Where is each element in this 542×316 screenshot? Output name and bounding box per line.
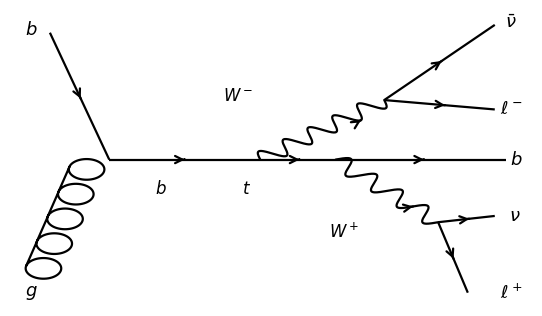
Text: $b$: $b$ [154, 180, 166, 198]
Text: $W^+$: $W^+$ [328, 222, 359, 241]
Text: $b$: $b$ [25, 21, 37, 39]
Text: $\nu$: $\nu$ [509, 207, 520, 225]
Text: $\ell^-$: $\ell^-$ [500, 100, 522, 118]
Text: $b$: $b$ [510, 150, 522, 168]
Text: $\ell^+$: $\ell^+$ [500, 283, 522, 302]
Text: $g$: $g$ [25, 284, 37, 302]
Text: $t$: $t$ [242, 181, 251, 198]
Text: $W^-$: $W^-$ [223, 88, 254, 106]
Text: $\bar{\nu}$: $\bar{\nu}$ [505, 14, 517, 32]
